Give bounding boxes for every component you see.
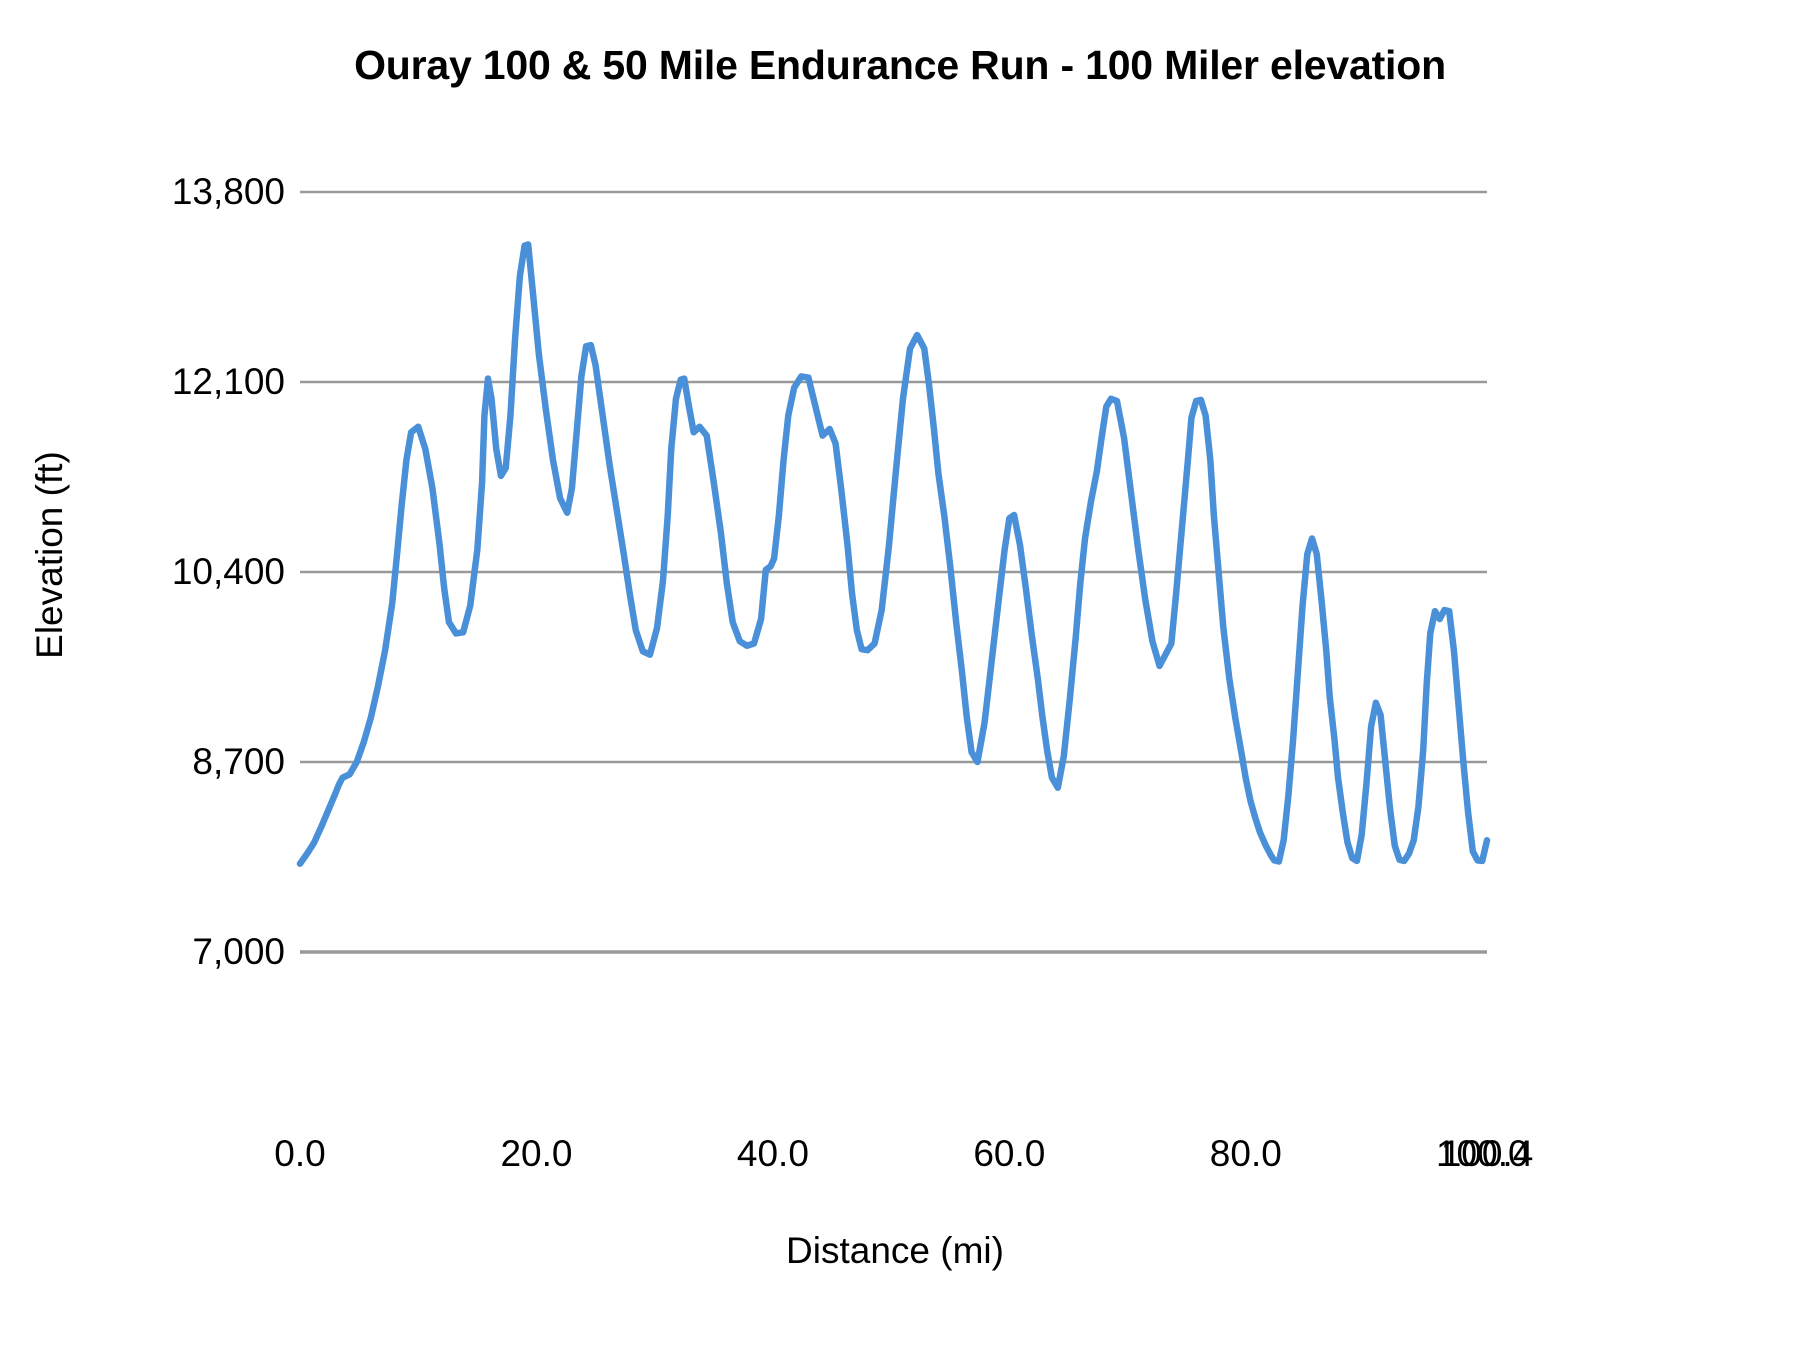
y-tick-label: 7,000 — [192, 931, 285, 972]
y-tick-label: 10,400 — [171, 551, 285, 592]
x-tick-label: 0.0 — [274, 1133, 326, 1174]
elevation-line — [296, 241, 1491, 867]
x-tick-label-endpoint: 100.4 — [1440, 1133, 1534, 1174]
series-group — [296, 241, 1491, 867]
y-tick-label: 8,700 — [192, 741, 285, 782]
x-axis-tick-labels: 0.0 20.0 40.0 60.0 80.0 100.0 100.4 — [0, 1135, 1800, 1195]
gridlines — [300, 190, 1487, 954]
x-axis-title: Distance (mi) — [786, 1230, 1004, 1271]
x-tick-label: 40.0 — [736, 1133, 809, 1174]
chart-title: Ouray 100 & 50 Mile Endurance Run - 100 … — [354, 42, 1446, 88]
x-tick-label: 20.0 — [500, 1133, 573, 1174]
y-axis-tick-labels: 7,000 8,700 10,400 12,100 13,800 — [110, 0, 285, 1350]
x-tick-label: 80.0 — [1209, 1133, 1282, 1174]
y-tick-label: 13,800 — [171, 171, 285, 212]
x-tick-label: 60.0 — [973, 1133, 1046, 1174]
x-tick-label: 100.0 — [1435, 1133, 1529, 1174]
y-tick-label: 12,100 — [171, 361, 285, 402]
